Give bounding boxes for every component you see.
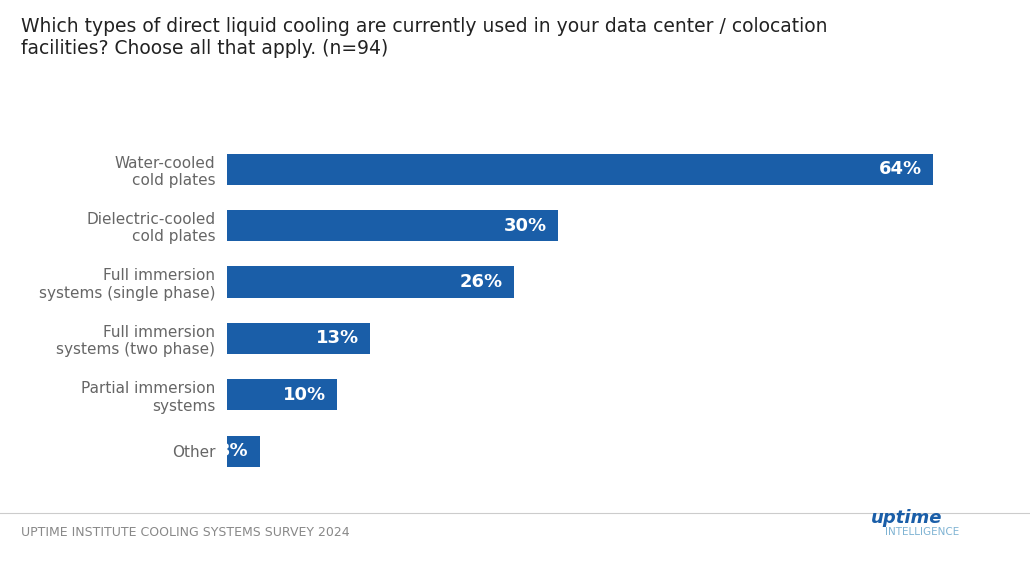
Text: 3%: 3% [218,442,248,460]
Text: uptime: uptime [870,509,942,527]
Text: 13%: 13% [316,329,359,347]
Text: 64%: 64% [879,160,922,178]
Text: 30%: 30% [504,217,547,235]
Bar [227,323,370,354]
Text: 10%: 10% [283,386,325,404]
Bar [227,380,337,411]
Bar [227,210,557,241]
Bar [227,154,933,185]
Text: UPTIME INSTITUTE COOLING SYSTEMS SURVEY 2024: UPTIME INSTITUTE COOLING SYSTEMS SURVEY … [21,526,349,540]
Text: Which types of direct liquid cooling are currently used in your data center / co: Which types of direct liquid cooling are… [21,17,827,58]
Text: INTELLIGENCE: INTELLIGENCE [885,527,959,537]
Text: 26%: 26% [459,273,503,291]
Bar [227,266,514,298]
Bar [227,435,260,467]
